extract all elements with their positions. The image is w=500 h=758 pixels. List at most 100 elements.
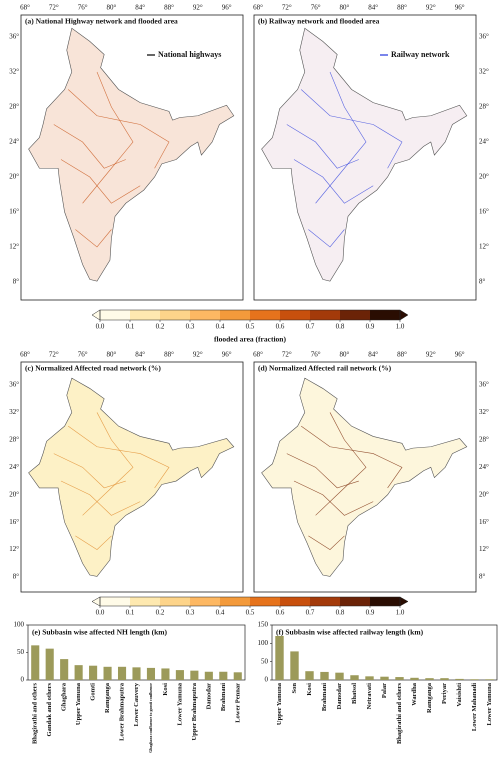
colorbar-segment [100, 310, 131, 320]
network-line [75, 229, 112, 248]
x-tick-label: Damodar [336, 683, 343, 709]
lon-label: 76° [78, 351, 88, 359]
bar [455, 678, 464, 680]
y-tick-label: 100 [258, 639, 269, 647]
panel-title: (c) Normalized Affected road network (%) [25, 364, 161, 373]
network-line [286, 453, 359, 489]
lon-label: 92° [193, 4, 203, 12]
lat-label: 36° [9, 33, 19, 41]
chart-title: (f) Subbasin wise affected railway lengt… [276, 628, 424, 637]
bar [103, 666, 112, 680]
colorbar-tick-label: 0.8 [336, 323, 345, 331]
panel-title: (b) Railway network and flooded area [258, 17, 380, 26]
lon-label: 72° [282, 4, 292, 12]
colorbar-tick-label: 0.6 [276, 323, 285, 331]
lat-label: 28° [479, 435, 489, 443]
network-line [82, 71, 134, 204]
lon-label: 68° [20, 351, 30, 359]
x-tick-label: Bhagirathi and others [396, 683, 403, 745]
colorbar-tick-label: 0.0 [96, 323, 105, 331]
india-outline [261, 377, 468, 577]
lat-label: 16° [479, 518, 489, 526]
colorbar-tick-label: 0.8 [336, 609, 345, 617]
lon-label: 72° [282, 351, 292, 359]
x-tick-label: Bhatsol [351, 683, 358, 704]
lat-label: 32° [479, 68, 489, 76]
y-tick-label: 100 [14, 621, 25, 629]
lat-label: 32° [9, 68, 19, 76]
y-tick-label: 50 [17, 648, 25, 656]
colorbar-end [399, 309, 409, 321]
network-line [67, 89, 170, 169]
colorbar-segment [160, 310, 191, 320]
lat-label: 24° [9, 138, 19, 146]
colorbar-segment [100, 597, 131, 606]
colorbar-tick-label: 0.0 [96, 609, 105, 617]
colorbar-tick-label: 0.1 [126, 609, 135, 617]
lon-label: 84° [368, 4, 378, 12]
colorbar-tick-label: 0.1 [126, 323, 135, 331]
x-tick-label: Upper Brahmaputra [191, 682, 198, 740]
lon-label: 88° [164, 4, 174, 12]
network-line [301, 425, 403, 489]
lat-label: 32° [479, 408, 489, 416]
lat-label: 32° [9, 408, 19, 416]
colorbar-end [399, 596, 409, 607]
bar [290, 651, 299, 680]
network-line [68, 425, 170, 489]
bar [380, 676, 389, 680]
x-tick-label: Ghaghara [61, 682, 68, 711]
colorbar-segment [130, 310, 161, 320]
panel-title: (d) Normalized Affected rail network (%) [258, 364, 392, 373]
bar [485, 679, 494, 680]
lon-label: 84° [135, 351, 145, 359]
colorbar-tick-label: 1.0 [396, 323, 405, 331]
bar [175, 670, 184, 680]
colorbar-tick-label: 0.3 [186, 609, 195, 617]
x-tick-label: Gandak and others [46, 683, 53, 737]
network-line [53, 453, 126, 489]
lat-label: 36° [9, 381, 19, 389]
bar [132, 667, 141, 680]
network-line [60, 480, 141, 516]
network-line [286, 124, 359, 169]
colorbar-tick-label: 0.5 [246, 609, 255, 617]
lon-label: 96° [455, 4, 465, 12]
lat-label: 36° [479, 381, 489, 389]
x-tick-label: Lower Cauvery [133, 682, 140, 726]
y-tick-label: 150 [258, 621, 269, 629]
colorbar-tick-label: 1.0 [396, 609, 405, 617]
x-tick-label: Vaisishti [456, 683, 463, 707]
x-tick-label: Kosi [162, 683, 169, 696]
colorbar-tick-label: 0.4 [216, 323, 225, 331]
x-tick-label: Netravati [366, 683, 373, 710]
bar [305, 671, 314, 680]
y-tick-label: 50 [261, 657, 269, 665]
x-tick-label: Damodar [205, 683, 212, 709]
network-line [75, 535, 112, 551]
bar [470, 679, 479, 680]
colorbar-tick-label: 0.2 [156, 323, 165, 331]
x-tick-label: Son [291, 683, 298, 694]
x-tick-label: Gomti [90, 683, 97, 701]
colorbar-segment [340, 597, 371, 606]
bar [350, 675, 359, 680]
lon-label: 96° [222, 4, 232, 12]
bar [146, 667, 156, 680]
x-tick-label: Upper Yamuna [276, 682, 283, 725]
lon-label: 72° [49, 351, 59, 359]
colorbar-segment [310, 310, 341, 320]
colorbar-label: flooded area (fraction) [214, 335, 286, 344]
colorbar-segment [280, 310, 311, 320]
lat-label: 36° [479, 33, 489, 41]
lon-label: 76° [311, 4, 321, 12]
bar [60, 659, 69, 680]
bar [161, 668, 170, 680]
lon-label: 88° [164, 351, 174, 359]
network-line [308, 535, 345, 551]
bar [190, 670, 199, 680]
lat-label: 28° [479, 103, 489, 111]
network-line [315, 71, 367, 204]
lat-label: 20° [9, 490, 19, 498]
